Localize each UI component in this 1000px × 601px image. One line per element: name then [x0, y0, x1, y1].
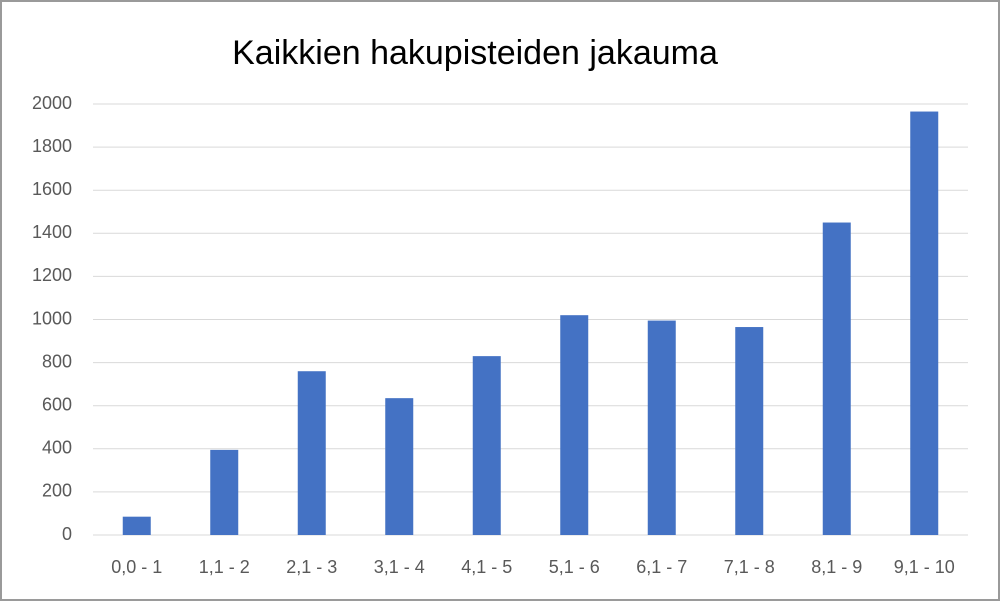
x-tick-label: 9,1 - 10 [894, 557, 955, 577]
y-tick-label: 1400 [32, 222, 72, 242]
x-tick-label: 1,1 - 2 [199, 557, 250, 577]
x-tick-label: 4,1 - 5 [461, 557, 512, 577]
y-tick-label: 1000 [32, 308, 72, 328]
x-tick-label: 7,1 - 8 [724, 557, 775, 577]
x-tick-label: 6,1 - 7 [636, 557, 687, 577]
bar [647, 320, 676, 535]
bar [735, 327, 764, 535]
y-tick-label: 1200 [32, 265, 72, 285]
x-tick-label: 3,1 - 4 [374, 557, 425, 577]
y-tick-label: 2000 [32, 93, 72, 113]
bar [910, 111, 939, 535]
x-tick-label: 5,1 - 6 [549, 557, 600, 577]
x-tick-label: 8,1 - 9 [811, 557, 862, 577]
bar [297, 371, 326, 535]
y-tick-label: 800 [42, 351, 72, 371]
y-tick-label: 600 [42, 394, 72, 414]
bar [472, 356, 501, 535]
x-tick-label: 0,0 - 1 [111, 557, 162, 577]
bar [210, 449, 239, 535]
y-tick-label: 0 [62, 524, 72, 544]
bar [560, 315, 589, 535]
bar [122, 516, 151, 535]
y-tick-label: 400 [42, 438, 72, 458]
chart-title: Kaikkien hakupisteiden jakauma [232, 34, 718, 72]
y-tick-label: 1800 [32, 136, 72, 156]
y-tick-label: 200 [42, 481, 72, 501]
bar [822, 222, 851, 535]
bar [385, 398, 414, 535]
x-tick-label: 2,1 - 3 [286, 557, 337, 577]
y-tick-label: 1600 [32, 179, 72, 199]
